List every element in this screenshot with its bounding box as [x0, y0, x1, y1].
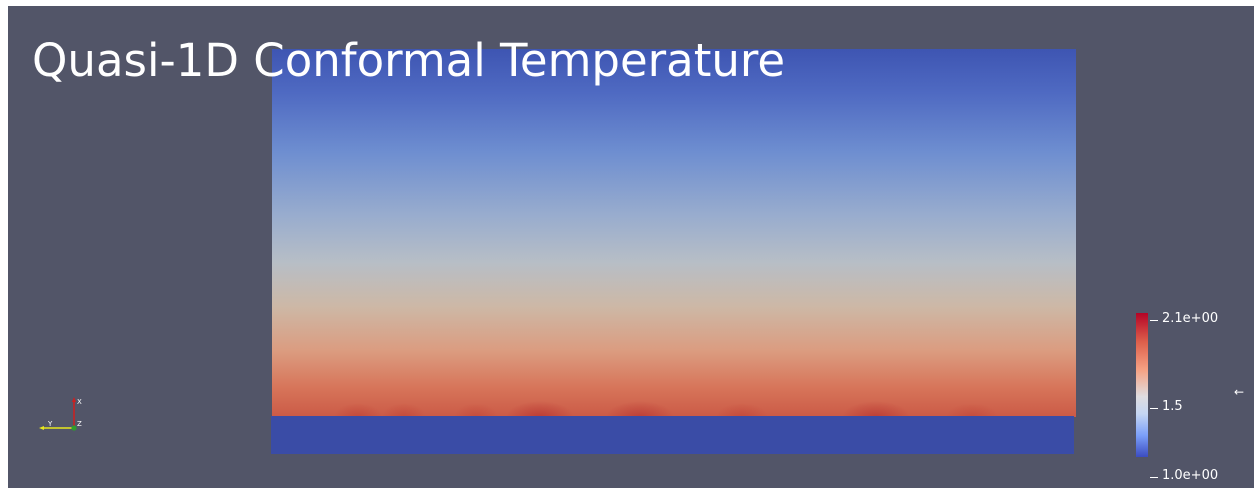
render-viewport[interactable]: Quasi-1D Conformal Temperature X Y Z — [8, 6, 1254, 488]
colorbar-min-label: 1.0e+00 — [1162, 468, 1219, 483]
colorbar-max-label: 2.1e+00 — [1162, 311, 1219, 326]
axis-z-label: Z — [77, 420, 82, 428]
temperature-field — [272, 49, 1076, 417]
colorbar-tick-mid — [1150, 408, 1158, 409]
axis-x-arrow — [72, 397, 76, 402]
axis-y-arrow — [39, 426, 44, 430]
view-title: Quasi-1D Conformal Temperature — [32, 34, 786, 87]
field-hotspots — [272, 391, 1076, 417]
axis-x-label: X — [77, 398, 82, 406]
axis-y-label: Y — [47, 420, 53, 428]
colorbar-tick-min — [1150, 477, 1158, 478]
axis-z-dot — [71, 425, 77, 431]
base-slab — [271, 416, 1074, 454]
colorbar-tick-max — [1150, 320, 1158, 321]
arrow-left-icon: ← — [1234, 385, 1245, 399]
colorbar[interactable] — [1136, 313, 1148, 457]
orientation-axes: X Y Z — [39, 397, 82, 431]
colorbar-mid-label: 1.5 — [1162, 399, 1183, 414]
